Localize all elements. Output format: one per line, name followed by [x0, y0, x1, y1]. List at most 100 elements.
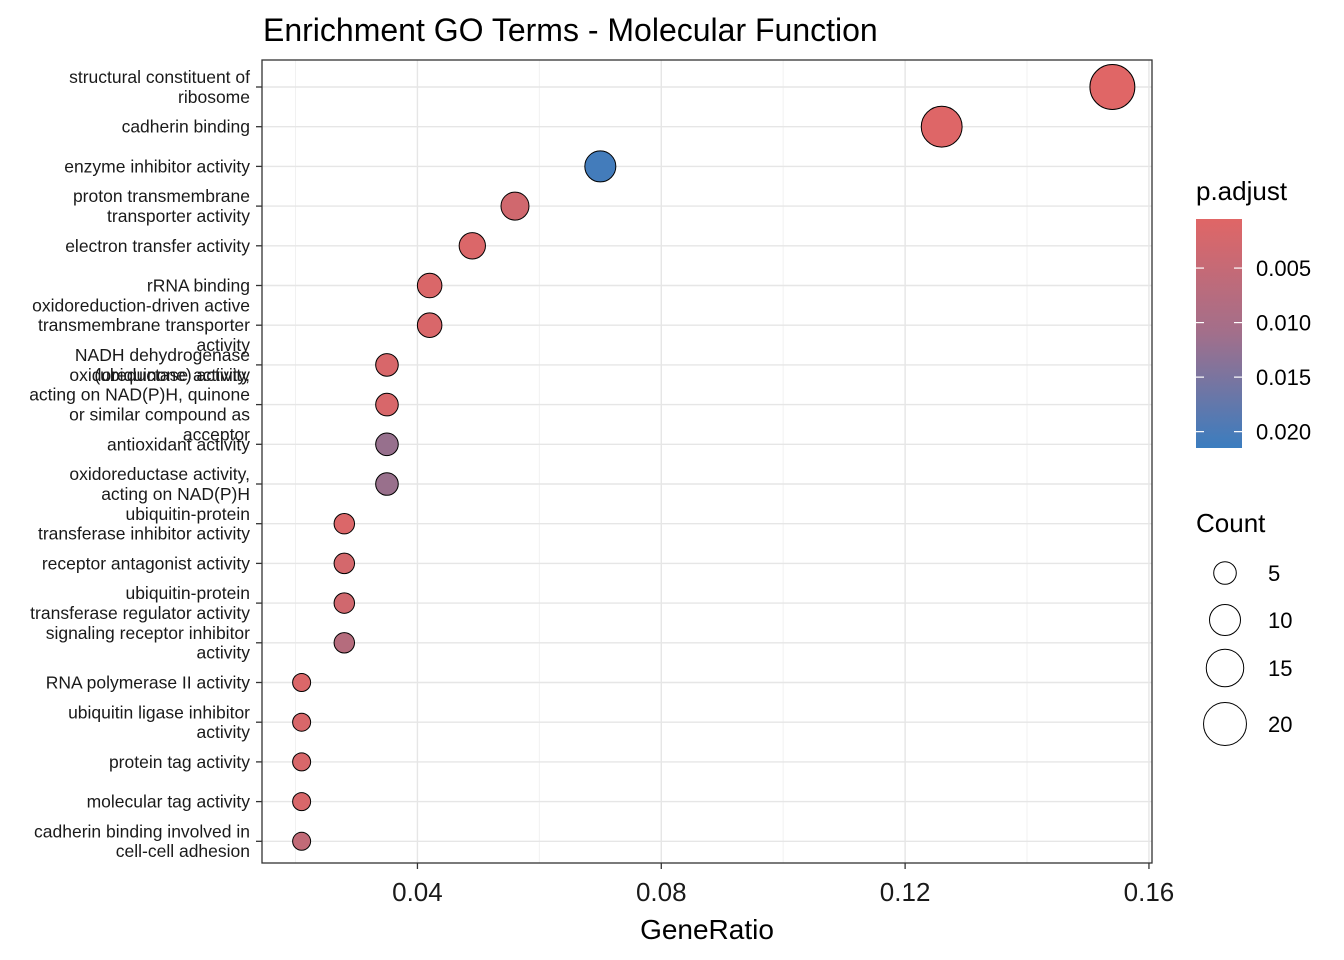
- size-key-circle: [1203, 702, 1247, 746]
- y-tick-label-line: transmembrane transporter: [38, 315, 250, 335]
- y-tick-label-line: ubiquitin-protein: [125, 504, 250, 524]
- y-tick-label-line: activity: [197, 643, 251, 663]
- y-tick-label-line: activity: [197, 335, 251, 355]
- y-tick-label-line: cadherin binding involved in: [34, 821, 250, 841]
- y-tick-label: rRNA binding: [147, 276, 250, 296]
- data-point: [333, 592, 356, 614]
- y-tick-label-line: ubiquitin ligase inhibitor: [68, 702, 250, 722]
- data-point: [292, 712, 312, 732]
- data-point: [292, 752, 312, 772]
- data-point: [375, 392, 399, 417]
- size-key-label: 20: [1268, 712, 1292, 737]
- y-axis-labels: structural constituent of ribosome cadheri…: [29, 67, 262, 861]
- y-tick-label-line: transferase inhibitor activity: [38, 524, 250, 544]
- y-tick-label: molecular tag activity: [87, 792, 251, 812]
- y-tick-label: ubiquitin-protein transferase inhibitor a…: [38, 504, 250, 544]
- y-tick-label-line: RNA polymerase II activity: [46, 673, 250, 693]
- x-tick-label: 0.08: [636, 877, 687, 907]
- data-point: [1089, 64, 1136, 110]
- y-tick-label-line: molecular tag activity: [87, 792, 251, 812]
- chart-title: Enrichment GO Terms - Molecular Function: [263, 12, 878, 48]
- y-tick-label: signaling receptor inhibitor activity: [46, 623, 251, 663]
- data-point: [500, 191, 530, 221]
- y-tick-label-line: enzyme inhibitor activity: [64, 156, 250, 176]
- y-tick-label: enzyme inhibitor activity: [64, 156, 250, 176]
- size-key-circle: [1213, 561, 1237, 585]
- y-tick-label-line: ribosome: [178, 87, 250, 107]
- y-tick-label: cadherin binding involved in cell-cell ad…: [34, 821, 250, 861]
- y-tick-label-line: oxidoreductase activity,: [69, 365, 250, 385]
- y-tick-label-line: or similar compound as: [69, 405, 250, 425]
- y-tick-label-line: oxidoreductase activity,: [69, 464, 250, 484]
- y-tick-label: antioxidant activity: [107, 434, 250, 454]
- size-key-circle: [1208, 603, 1242, 637]
- y-tick-label-line: acting on NAD(P)H: [101, 484, 250, 504]
- size-key-circle: [1205, 648, 1245, 688]
- y-tick-label-line: signaling receptor inhibitor: [46, 623, 250, 643]
- grid: [262, 60, 1152, 863]
- x-axis-title: GeneRatio: [640, 914, 774, 945]
- y-tick-label: RNA polymerase II activity: [46, 673, 250, 693]
- y-tick-label: receptor antagonist activity: [42, 553, 250, 573]
- y-tick-label: ubiquitin-protein transferase regulator a…: [30, 583, 250, 623]
- x-tick-label: 0.04: [392, 877, 443, 907]
- color-legend: p.adjust 0.005 0.010 0.015 0.020: [1196, 176, 1311, 448]
- y-tick-label-line: activity: [197, 722, 251, 742]
- y-tick-label-line: (ubiquinone) activity: [94, 365, 250, 385]
- y-tick-label: protein tag activity: [109, 752, 250, 772]
- color-tick-label: 0.005: [1256, 256, 1311, 281]
- data-point: [416, 272, 443, 299]
- y-tick-label: oxidoreductase activity, acting on NAD(P)…: [69, 464, 250, 504]
- color-tick-label: 0.015: [1256, 365, 1311, 390]
- y-tick-label-line: acting on NAD(P)H, quinone: [29, 385, 250, 405]
- size-legend: Count 5 10 15 20: [1196, 508, 1292, 746]
- plot-border: [261, 59, 1153, 864]
- y-tick-label-line: NADH dehydrogenase: [75, 345, 250, 365]
- size-key-label: 15: [1268, 656, 1292, 681]
- data-point: [584, 150, 617, 183]
- y-tick-label-line: transporter activity: [107, 206, 250, 226]
- data-point: [292, 792, 312, 812]
- size-key-label: 5: [1268, 561, 1280, 586]
- color-legend-title: p.adjust: [1196, 176, 1288, 206]
- y-tick-label-line: protein tag activity: [109, 752, 250, 772]
- color-bar: [1196, 219, 1242, 448]
- color-tick-label: 0.020: [1256, 420, 1311, 445]
- data-point: [375, 353, 399, 377]
- y-tick-label-line: proton transmembrane: [73, 186, 250, 206]
- y-tick-label: NADH dehydrogenase (ubiquinone) activity: [75, 345, 250, 385]
- x-tick-label: 0.16: [1124, 877, 1175, 907]
- x-tick-label: 0.12: [880, 877, 931, 907]
- data-point: [292, 672, 312, 693]
- data-point: [416, 312, 443, 338]
- y-tick-label: oxidoreduction-driven active transmembran…: [32, 295, 250, 355]
- y-tick-label-line: structural constituent of: [69, 67, 250, 87]
- y-tick-label-line: receptor antagonist activity: [42, 553, 250, 573]
- y-tick-label-line: cadherin binding: [122, 117, 250, 137]
- data-point: [333, 632, 356, 654]
- data-point: [333, 552, 356, 575]
- y-tick-label-line: antioxidant activity: [107, 434, 250, 454]
- y-tick-label-line: acceptor: [183, 424, 250, 444]
- y-tick-label-line: cell-cell adhesion: [116, 841, 250, 861]
- y-tick-label-line: ubiquitin-protein: [125, 583, 250, 603]
- x-axis-ticks: 0.04 0.08 0.12 0.16: [392, 863, 1174, 907]
- y-tick-label: ubiquitin ligase inhibitor activity: [68, 702, 250, 742]
- data-point: [375, 472, 399, 496]
- data-points: [292, 64, 1136, 851]
- y-tick-label: cadherin binding: [122, 117, 250, 137]
- y-tick-label-line: oxidoreduction-driven active: [32, 295, 250, 315]
- data-point: [375, 432, 399, 457]
- data-point: [333, 512, 356, 535]
- data-point: [458, 232, 486, 260]
- y-tick-label-line: rRNA binding: [147, 276, 250, 296]
- data-point: [920, 105, 963, 148]
- size-legend-title: Count: [1196, 508, 1266, 538]
- y-tick-label: structural constituent of ribosome: [69, 67, 250, 107]
- y-tick-label: proton transmembrane transporter activity: [73, 186, 250, 226]
- size-key-label: 10: [1268, 608, 1292, 633]
- color-tick-label: 0.010: [1256, 311, 1311, 336]
- y-tick-label-line: transferase regulator activity: [30, 603, 250, 623]
- y-tick-label: oxidoreductase activity, acting on NAD(P)…: [29, 365, 250, 444]
